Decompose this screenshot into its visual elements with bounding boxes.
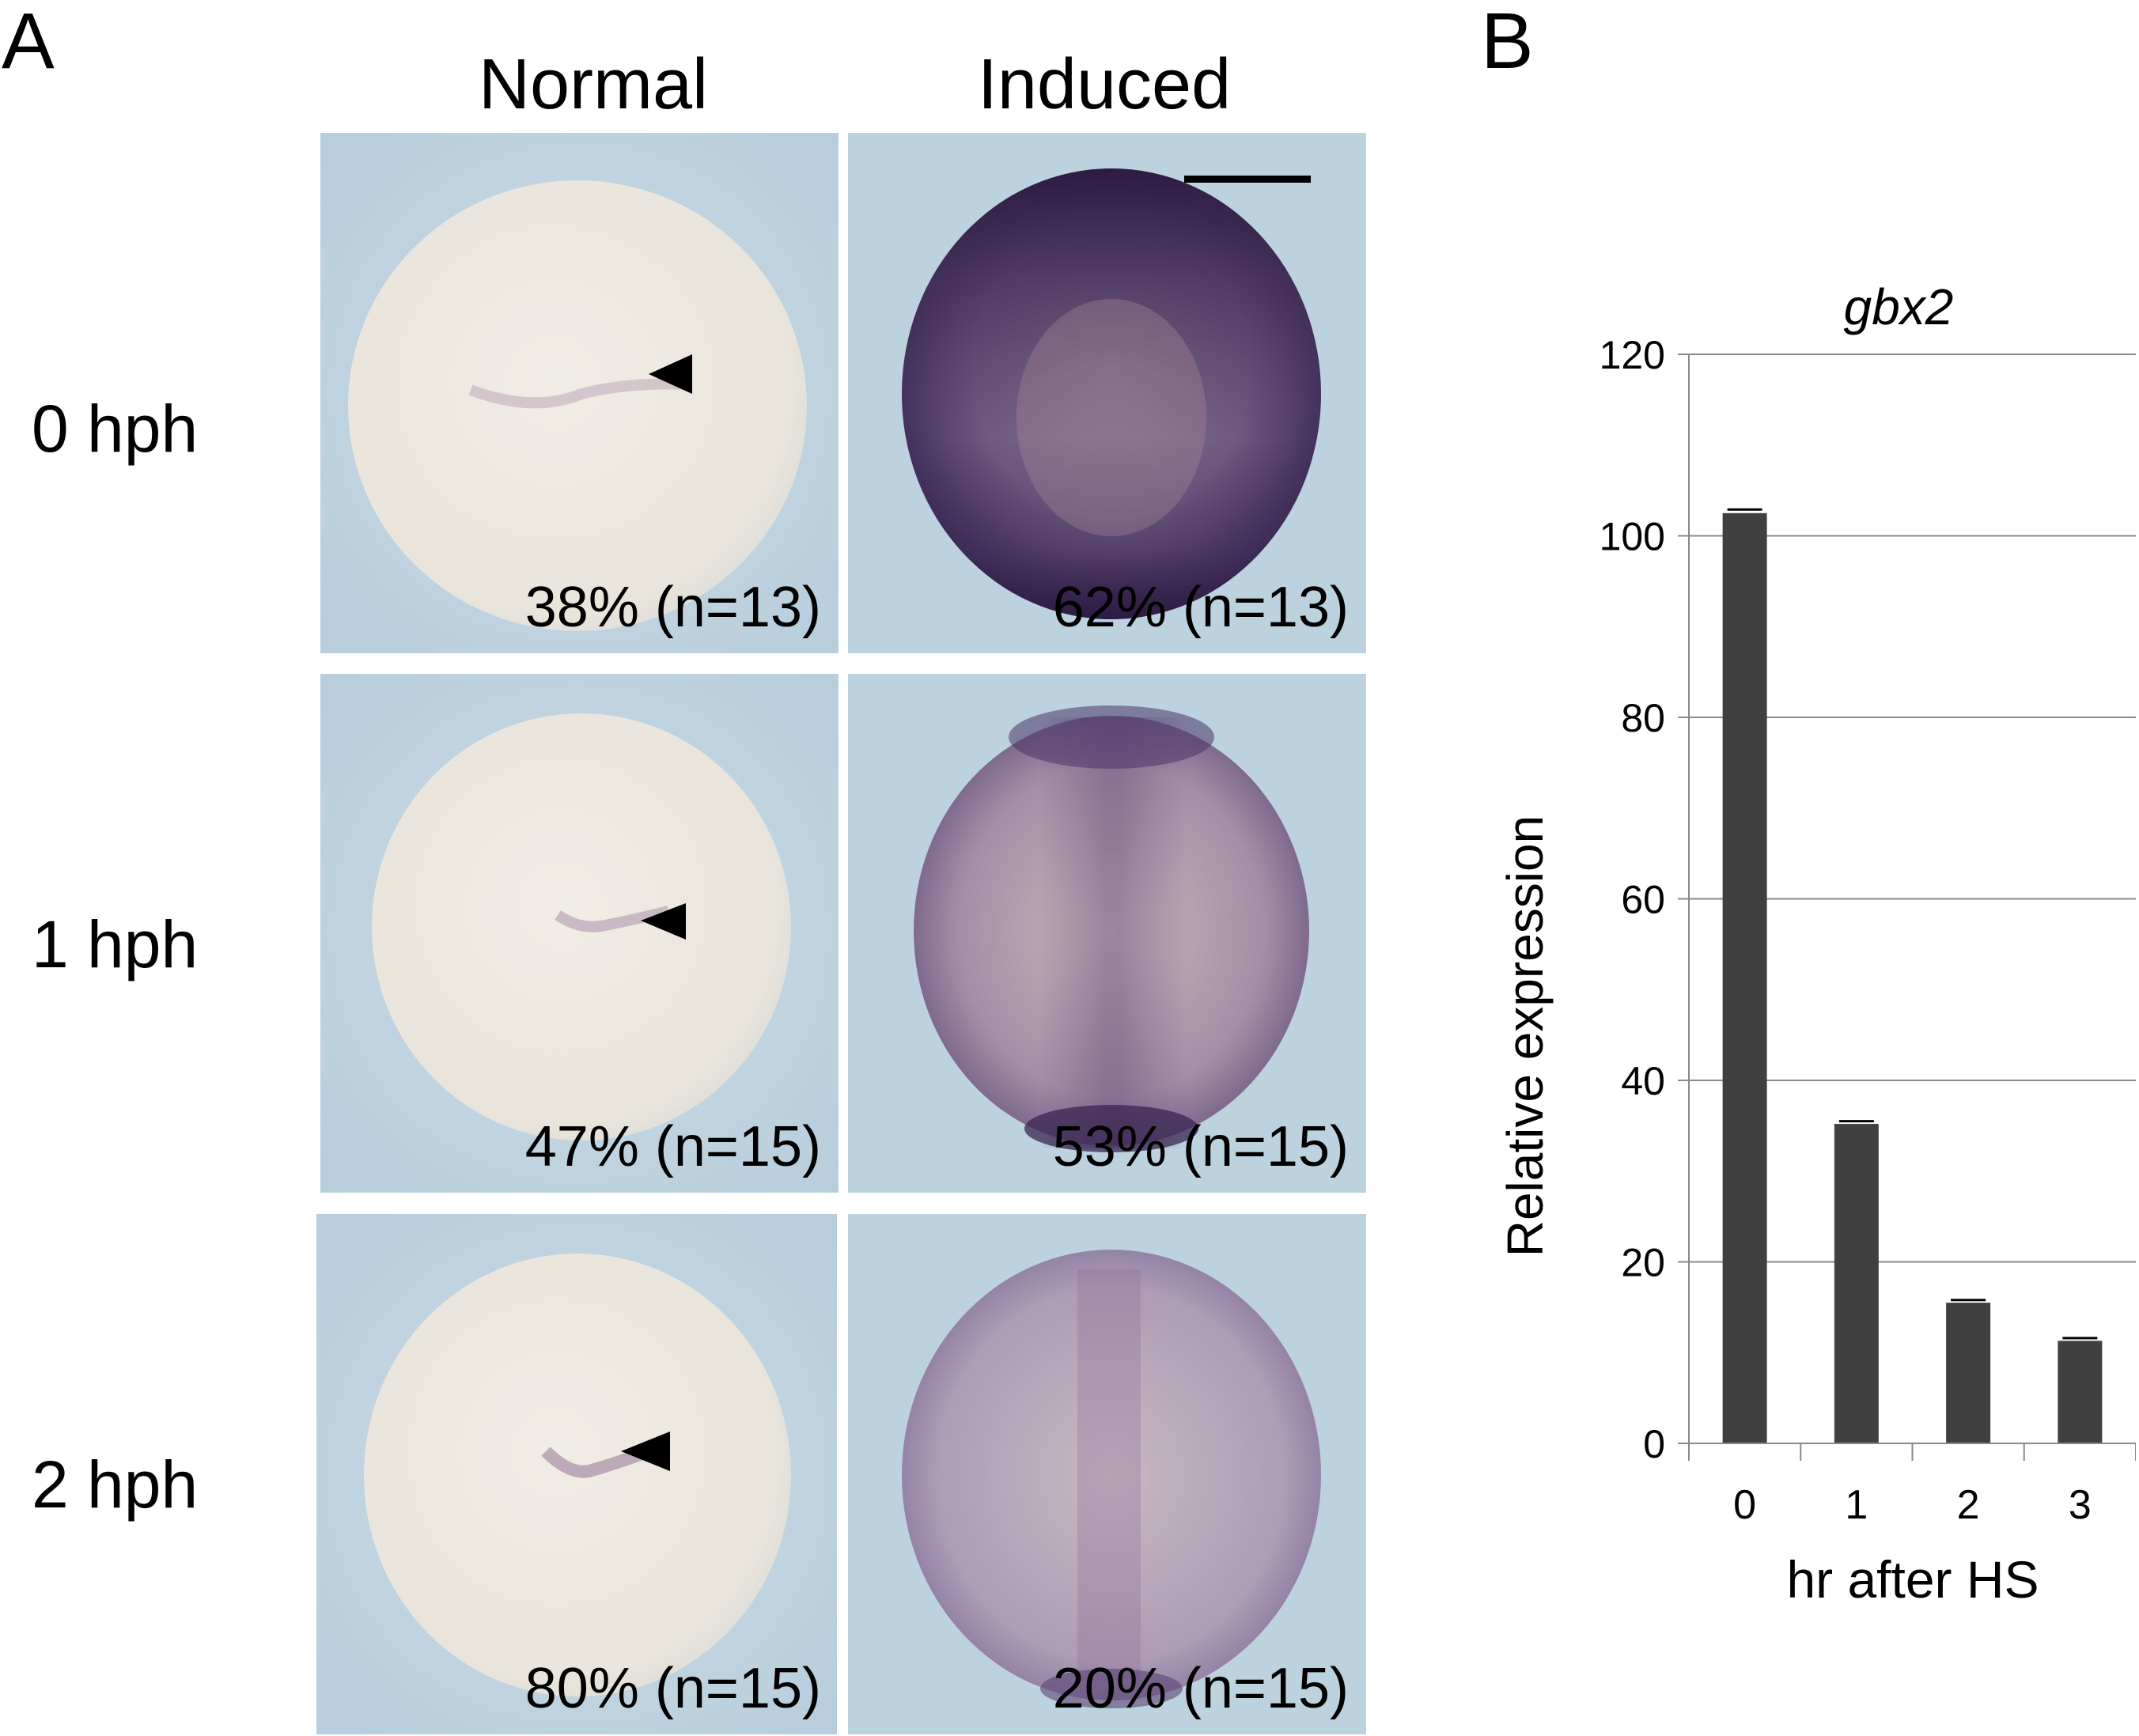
photo-induced-2hph: 20% (n=15): [848, 1214, 1366, 1734]
row-label-2: 2 hph: [32, 1447, 199, 1522]
photo-induced-0hph: 62% (n=13): [848, 133, 1366, 653]
percentage-label-normal-2: 80% (n=15): [524, 1657, 821, 1720]
bar-2: [1946, 1303, 1991, 1443]
photo-normal-2hph: 80% (n=15): [316, 1214, 837, 1734]
x-axis-ticks: 0 1 2 3: [1688, 1443, 2136, 1528]
x-tick-label: 3: [2069, 1482, 2092, 1528]
y-tick-label: 0: [1643, 1422, 1665, 1466]
bar-3: [2058, 1341, 2103, 1443]
y-tick-label: 60: [1621, 878, 1665, 922]
bar-0: [1722, 512, 1767, 1443]
photo-normal-0hph: 38% (n=13): [320, 133, 839, 653]
bars: [1722, 508, 2103, 1443]
percentage-label-normal-1: 47% (n=15): [524, 1115, 821, 1178]
x-tick-label: 1: [1845, 1482, 1868, 1528]
y-tick-label: 40: [1621, 1059, 1665, 1103]
bar-1: [1834, 1124, 1879, 1443]
x-axis-label: hr after HS: [1786, 1550, 2039, 1609]
column-header-normal: Normal: [478, 45, 709, 124]
row-label-0: 0 hph: [32, 391, 199, 466]
panel-a-letter: A: [2, 0, 55, 85]
gbx2-bar-chart: gbx2 Relative expression hr after HS 020…: [1497, 278, 2136, 1609]
photo-normal-1hph: 47% (n=15): [320, 674, 839, 1193]
percentage-label-induced-0: 62% (n=13): [1052, 576, 1349, 639]
y-axis-label: Relative expression: [1497, 815, 1554, 1258]
photo-induced-1hph: 53% (n=15): [848, 674, 1366, 1193]
y-tick-label: 120: [1600, 333, 1665, 377]
y-tick-label: 80: [1621, 696, 1665, 740]
x-tick-label: 0: [1733, 1482, 1756, 1528]
y-tick-label: 20: [1621, 1241, 1665, 1285]
column-header-induced: Induced: [977, 45, 1232, 124]
panel-b-letter: B: [1481, 0, 1534, 85]
y-axis-ticks: 0 20 40 60 80 100 120: [1600, 333, 1690, 1466]
x-tick-label: 2: [1957, 1482, 1980, 1528]
percentage-label-normal-0: 38% (n=13): [524, 576, 821, 639]
row-label-1: 1 hph: [32, 907, 199, 981]
percentage-label-induced-1: 53% (n=15): [1052, 1115, 1349, 1178]
percentage-label-induced-2: 20% (n=15): [1052, 1657, 1349, 1720]
chart-title: gbx2: [1844, 278, 1954, 335]
y-tick-label: 100: [1600, 515, 1665, 559]
